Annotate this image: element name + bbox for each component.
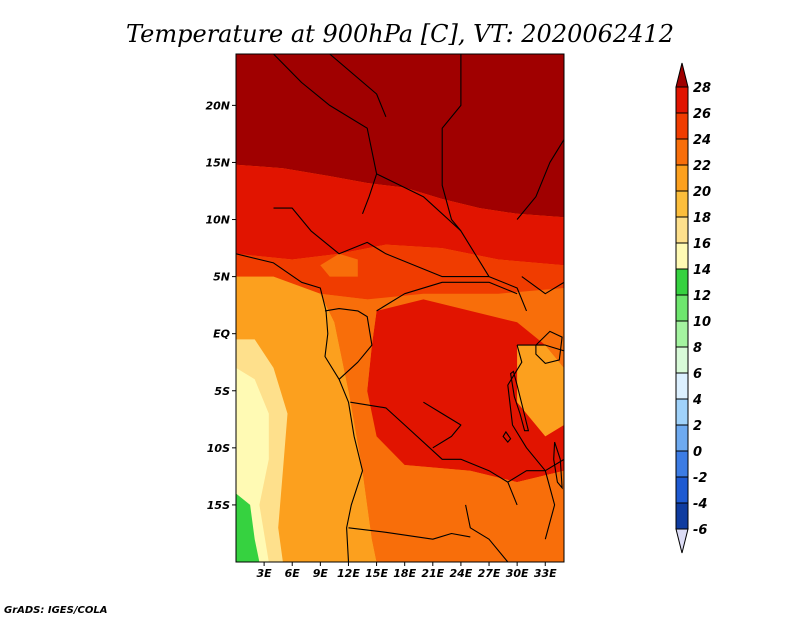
x-tick-label: 12E [337, 567, 360, 580]
colorbar-label: 18 [693, 211, 711, 226]
colorbar-swatch [675, 86, 689, 114]
colorbar-label: 2 [693, 419, 702, 434]
colorbar-bottom-arrow [675, 528, 689, 554]
colorbar-swatch [675, 216, 689, 244]
x-tick-label: 24E [450, 567, 473, 580]
colorbar-label: 26 [693, 107, 711, 122]
field-region-gulf-coast [236, 244, 564, 300]
field-region-south-east-cool [498, 470, 564, 562]
colorbar-label: -6 [693, 523, 707, 538]
y-axis: 20N 15N 10N 5N EQ 5S 10S 15S [205, 99, 236, 512]
colorbar-label: 22 [693, 159, 711, 174]
map-frame [235, 53, 565, 563]
x-tick-label: 15E [365, 567, 388, 580]
colorbar-swatch [675, 112, 689, 140]
y-tick-label: 10S [207, 442, 230, 455]
colorbar-swatch [675, 164, 689, 192]
border-line-11 [517, 344, 564, 352]
lake-outline-0 [510, 370, 530, 432]
border-line-8 [350, 401, 518, 506]
y-tick-label: 5N [213, 271, 230, 284]
y-tick-label: EQ [213, 328, 230, 341]
x-tick-label: 27E [478, 567, 501, 580]
colorbar-swatch [675, 268, 689, 296]
y-tick-label: 20N [205, 99, 230, 112]
colorbar-label: 24 [693, 133, 711, 148]
colorbar-label: 28 [693, 81, 711, 96]
y-tick-label: 15N [205, 156, 230, 169]
country-borders [236, 54, 564, 562]
border-line-0 [236, 253, 364, 562]
lake-outline-1 [535, 330, 563, 365]
field-region-sahel-north [236, 54, 564, 218]
colorbar-label: 12 [693, 289, 711, 304]
border-line-14 [516, 139, 564, 220]
colorbar-label: 16 [693, 237, 711, 252]
y-tick-label: 10N [205, 214, 230, 227]
colorbar-swatch [675, 424, 689, 452]
field-region-east-highland [517, 345, 564, 437]
y-tick-label: 5S [214, 385, 230, 398]
border-line-5 [273, 207, 489, 278]
border-line-1 [273, 54, 378, 214]
field-region-west-coast-belt [236, 164, 564, 266]
y-tick-label: 15S [207, 499, 230, 512]
field-region-gabon-coast [320, 293, 377, 391]
x-tick-label: 21E [421, 567, 444, 580]
x-tick-label: 3E [257, 567, 273, 580]
colorbar-swatch [675, 346, 689, 374]
colorbar-top-arrow [675, 62, 689, 88]
x-tick-label: 6E [285, 567, 301, 580]
border-line-16 [423, 401, 462, 449]
border-line-10 [507, 344, 556, 540]
colorbar-label: 6 [693, 367, 702, 382]
lake-outline-3 [502, 430, 512, 443]
border-line-7 [324, 308, 373, 380]
x-axis: 3E 6E 9E 12E 15E 18E 21E 24E 27E 30E 33E [257, 562, 557, 580]
colorbar-swatch [675, 320, 689, 348]
x-tick-label: 30E [506, 567, 529, 580]
temperature-field [236, 54, 564, 562]
border-line-9 [348, 527, 471, 540]
colorbar-label: 4 [692, 393, 702, 408]
lake-outline-2 [553, 441, 563, 490]
x-tick-label: 33E [534, 567, 557, 580]
chart-title: Temperature at 900hPa [C], VT: 202006241… [126, 20, 674, 48]
colorbar-swatch [675, 190, 689, 218]
colorbar-label: 0 [693, 445, 702, 460]
colorbar-label: -2 [693, 471, 707, 486]
border-line-15 [521, 276, 564, 295]
border-line-6 [376, 281, 518, 312]
credit-label: GrADS: IGES/COLA [4, 605, 107, 616]
border-line-13 [465, 504, 509, 562]
border-line-4 [376, 173, 528, 312]
colorbar-swatch [675, 398, 689, 426]
colorbar-label: -4 [693, 497, 707, 512]
colorbar-label: 20 [693, 185, 711, 200]
field-region-cameroon-highland [320, 253, 358, 277]
colorbar-label: 14 [693, 263, 711, 278]
border-line-2 [329, 54, 387, 118]
colorbar-swatch [675, 294, 689, 322]
colorbar-label: 8 [693, 341, 702, 356]
x-tick-label: 18E [393, 567, 416, 580]
colorbar-swatch [675, 476, 689, 504]
border-line-3 [441, 54, 462, 232]
colorbar-label: 10 [693, 315, 711, 330]
colorbar-swatch [675, 138, 689, 166]
colorbar-swatch [675, 450, 689, 478]
x-tick-label: 9E [313, 567, 329, 580]
colorbar-swatch [675, 372, 689, 400]
colorbar-swatch [675, 502, 689, 530]
colorbar-swatch [675, 242, 689, 270]
field-region-ocean-coldest [236, 493, 260, 562]
